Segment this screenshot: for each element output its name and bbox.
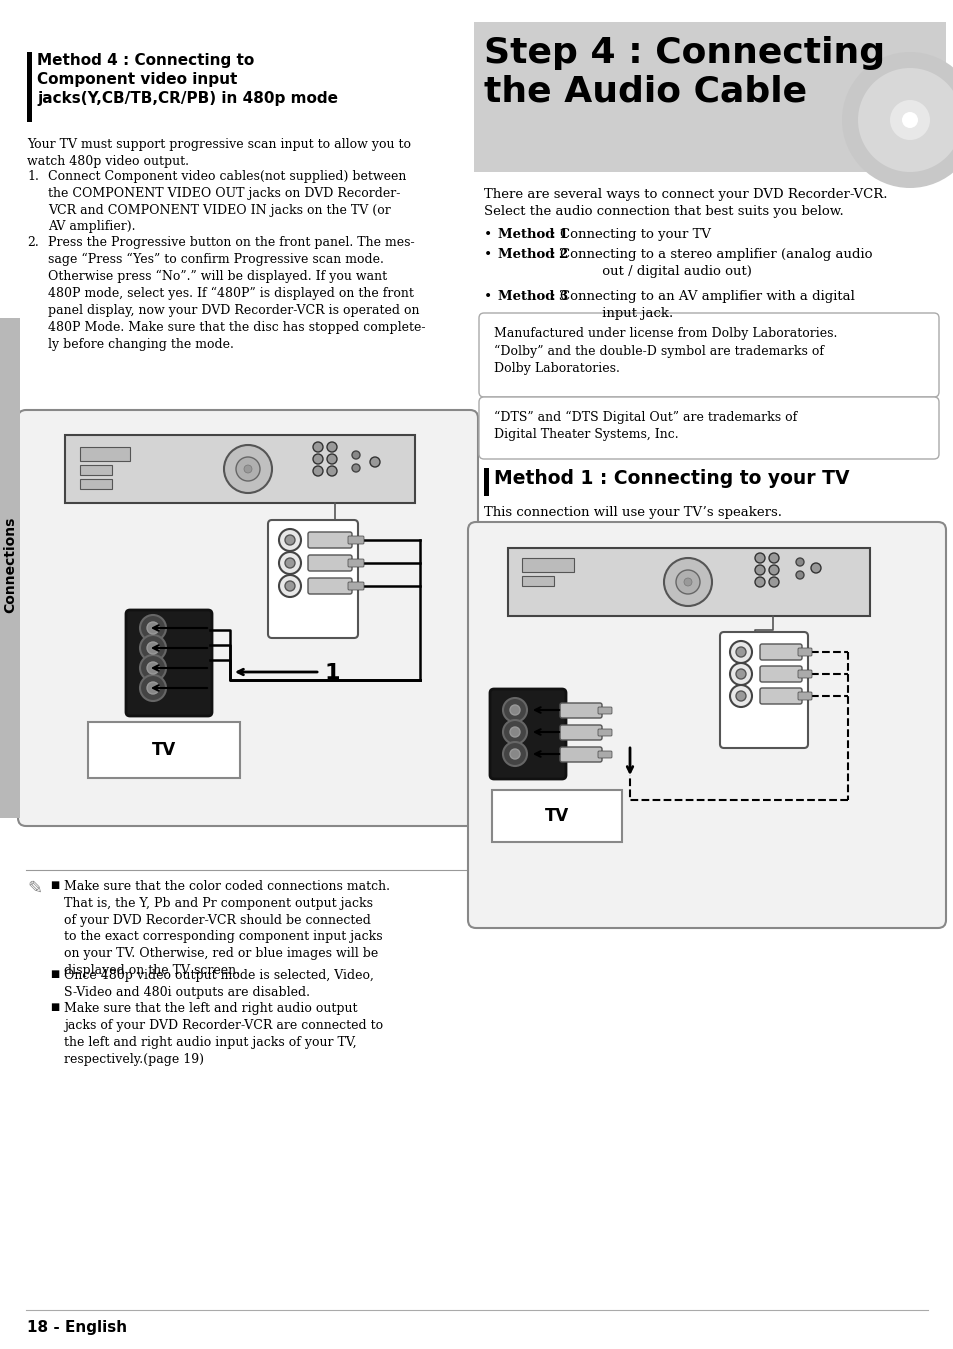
Text: Your TV must support progressive scan input to allow you to
watch 480p video out: Your TV must support progressive scan in… xyxy=(27,138,411,167)
Circle shape xyxy=(370,457,379,467)
Circle shape xyxy=(278,552,301,575)
FancyBboxPatch shape xyxy=(559,724,601,741)
Text: Press the Progressive button on the front panel. The mes-
sage “Press “Yes” to c: Press the Progressive button on the fron… xyxy=(48,236,425,351)
Circle shape xyxy=(502,720,526,745)
FancyBboxPatch shape xyxy=(27,53,32,121)
Circle shape xyxy=(327,455,336,464)
Text: This connection will use your TV’s speakers.: This connection will use your TV’s speak… xyxy=(483,506,781,519)
FancyBboxPatch shape xyxy=(80,447,130,461)
Text: •: • xyxy=(483,290,492,304)
FancyBboxPatch shape xyxy=(308,532,352,548)
Circle shape xyxy=(735,648,745,657)
Text: Method 2: Method 2 xyxy=(497,248,568,260)
Circle shape xyxy=(754,577,764,587)
Circle shape xyxy=(683,577,691,585)
Circle shape xyxy=(278,529,301,550)
FancyBboxPatch shape xyxy=(720,631,807,747)
Circle shape xyxy=(795,558,803,567)
Text: There are several ways to connect your DVD Recorder-VCR.
Select the audio connec: There are several ways to connect your D… xyxy=(483,188,886,219)
Circle shape xyxy=(352,464,359,472)
Circle shape xyxy=(502,697,526,722)
FancyBboxPatch shape xyxy=(80,479,112,488)
Circle shape xyxy=(810,563,821,573)
FancyBboxPatch shape xyxy=(18,410,477,826)
FancyBboxPatch shape xyxy=(797,692,811,700)
FancyBboxPatch shape xyxy=(268,519,357,638)
Text: : Connecting to a stereo amplifier (analog audio
             out / digital audi: : Connecting to a stereo amplifier (anal… xyxy=(546,248,872,278)
Text: Connections: Connections xyxy=(3,517,17,614)
Circle shape xyxy=(327,465,336,476)
Circle shape xyxy=(857,67,953,173)
Text: ✎: ✎ xyxy=(27,880,42,898)
FancyBboxPatch shape xyxy=(559,747,601,762)
Text: TV: TV xyxy=(544,807,569,826)
Text: : Connecting to your TV: : Connecting to your TV xyxy=(546,228,710,241)
Text: Once 480p video output mode is selected, Video,
S-Video and 480i outputs are dis: Once 480p video output mode is selected,… xyxy=(64,969,374,998)
FancyBboxPatch shape xyxy=(507,548,869,616)
Text: TV: TV xyxy=(152,741,176,759)
Text: : Connecting to an AV amplifier with a digital
             input jack.: : Connecting to an AV amplifier with a d… xyxy=(546,290,854,320)
Circle shape xyxy=(327,442,336,452)
Circle shape xyxy=(140,615,166,641)
Circle shape xyxy=(313,442,323,452)
Circle shape xyxy=(729,685,751,707)
Text: Method 1: Method 1 xyxy=(497,228,568,241)
Circle shape xyxy=(729,641,751,662)
FancyBboxPatch shape xyxy=(126,610,212,716)
Circle shape xyxy=(352,451,359,459)
Circle shape xyxy=(140,635,166,661)
FancyBboxPatch shape xyxy=(88,722,240,778)
Circle shape xyxy=(313,465,323,476)
FancyBboxPatch shape xyxy=(760,643,801,660)
FancyBboxPatch shape xyxy=(348,558,364,567)
FancyBboxPatch shape xyxy=(80,465,112,475)
FancyBboxPatch shape xyxy=(308,554,352,571)
Circle shape xyxy=(140,674,166,701)
Circle shape xyxy=(285,558,294,568)
FancyBboxPatch shape xyxy=(521,558,574,572)
Circle shape xyxy=(768,577,779,587)
Circle shape xyxy=(510,727,519,737)
FancyBboxPatch shape xyxy=(348,581,364,590)
Text: Step 4 : Connecting
the Audio Cable: Step 4 : Connecting the Audio Cable xyxy=(483,36,884,108)
Text: Manufactured under license from Dolby Laboratories.
“Dolby” and the double-D sym: Manufactured under license from Dolby La… xyxy=(494,326,837,375)
FancyBboxPatch shape xyxy=(760,688,801,704)
Circle shape xyxy=(889,100,929,140)
FancyBboxPatch shape xyxy=(559,703,601,718)
Circle shape xyxy=(754,553,764,563)
Circle shape xyxy=(735,691,745,701)
FancyBboxPatch shape xyxy=(797,648,811,656)
Circle shape xyxy=(510,749,519,759)
FancyBboxPatch shape xyxy=(492,791,621,842)
Text: ■: ■ xyxy=(50,880,59,890)
Text: Method 1 : Connecting to your TV: Method 1 : Connecting to your TV xyxy=(494,469,848,488)
Text: Make sure that the left and right audio output
jacks of your DVD Recorder-VCR ar: Make sure that the left and right audio … xyxy=(64,1002,383,1066)
Circle shape xyxy=(235,457,260,482)
Circle shape xyxy=(285,581,294,591)
Circle shape xyxy=(768,565,779,575)
Text: 2.: 2. xyxy=(27,236,39,250)
Circle shape xyxy=(676,571,700,594)
Circle shape xyxy=(795,571,803,579)
Text: 18 - English: 18 - English xyxy=(27,1321,127,1336)
Text: Make sure that the color coded connections match.
That is, the Y, Pb and Pr comp: Make sure that the color coded connectio… xyxy=(64,880,390,977)
Circle shape xyxy=(147,662,159,674)
FancyBboxPatch shape xyxy=(490,689,565,778)
FancyBboxPatch shape xyxy=(65,434,415,503)
Circle shape xyxy=(768,553,779,563)
FancyBboxPatch shape xyxy=(598,751,612,758)
Circle shape xyxy=(224,445,272,492)
Text: 1: 1 xyxy=(325,662,340,683)
Text: •: • xyxy=(483,228,492,241)
FancyBboxPatch shape xyxy=(308,577,352,594)
Text: Connect Component video cables(not supplied) between
the COMPONENT VIDEO OUT jac: Connect Component video cables(not suppl… xyxy=(48,170,406,233)
Circle shape xyxy=(147,622,159,634)
Circle shape xyxy=(754,565,764,575)
Circle shape xyxy=(313,455,323,464)
Circle shape xyxy=(140,656,166,681)
Text: Method 4 : Connecting to
Component video input
jacks(Y,CB/TB,CR/PB) in 480p mode: Method 4 : Connecting to Component video… xyxy=(37,53,337,107)
Circle shape xyxy=(502,742,526,766)
Circle shape xyxy=(278,575,301,598)
Text: “DTS” and “DTS Digital Out” are trademarks of
Digital Theater Systems, Inc.: “DTS” and “DTS Digital Out” are trademar… xyxy=(494,411,797,441)
